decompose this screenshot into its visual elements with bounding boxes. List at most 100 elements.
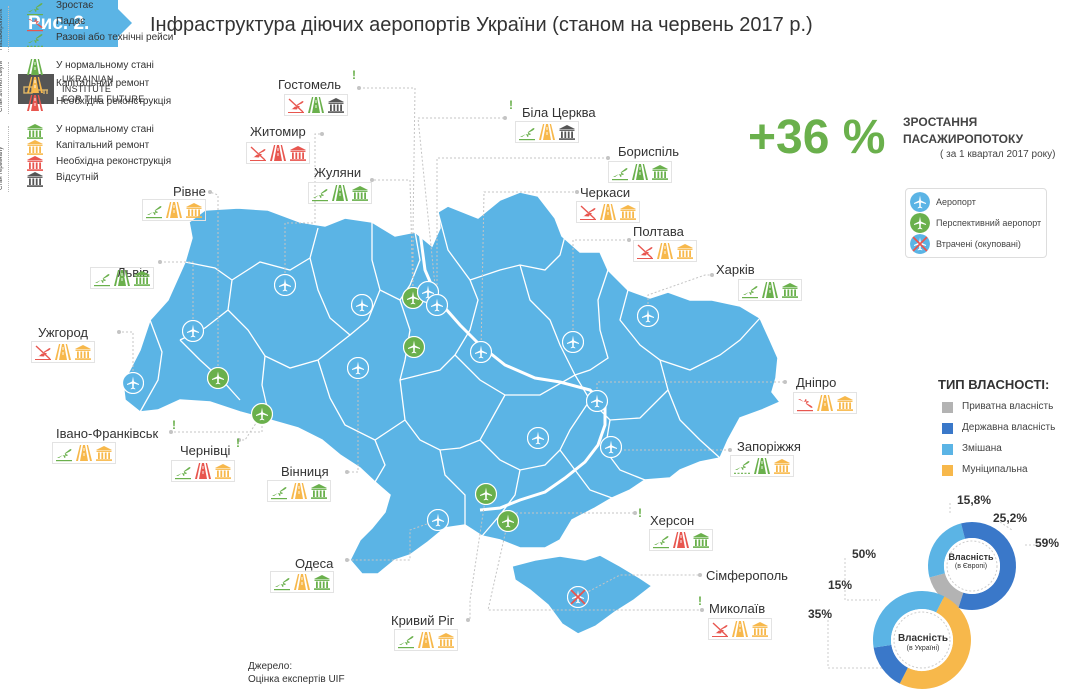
leader-line [209,191,219,378]
lost-airport-icon [566,585,590,609]
terminal-green-icon [692,531,710,549]
prospective-flag-icon: ! [236,436,240,450]
ukraine-state-pct: 15% [828,578,853,592]
plane-down-icon [796,394,814,412]
runway-green-icon [113,269,131,287]
terminal-yellow-icon [185,201,203,219]
group-divider [8,126,9,192]
legend-item-label: Капітальний ремонт [56,140,150,151]
icon-row-frame [267,480,331,502]
city-label: Вінниця [281,464,329,479]
europe-donut-inner-ring [946,540,998,592]
leader-line [647,274,712,316]
runway-red-icon [672,531,690,549]
plane-up-icon [397,631,415,649]
runway-yellow-icon [26,76,43,93]
plane-lost-icon [579,203,597,221]
europe-donut-hole [944,538,1000,594]
icon-row-frame [270,571,334,593]
europe-donut-label: Власність (в Європі) [942,552,1000,572]
city-label: Кривий Ріг [391,613,455,628]
terminal-red-icon [289,144,307,162]
prospective-flag-icon: ! [172,418,176,432]
runway-yellow-icon [54,343,72,361]
terminal-yellow-icon [437,631,455,649]
leader-dot [606,156,610,160]
city-label: Ужгород [38,325,88,340]
prospective-flag-icon: ! [509,98,513,112]
plane-once-icon [26,30,43,47]
terminal-dark-icon [327,96,345,114]
prospective-airport-icon [496,509,520,533]
leader-dot [169,430,173,434]
ownership-title: ТИП ВЛАСНОСТІ: [938,377,1050,392]
icon-row-frame [730,455,794,477]
logo-line: Ukrainian [62,74,114,84]
leader-dot [728,448,732,452]
terminal-yellow-icon [751,620,769,638]
runway-yellow-icon [538,123,556,141]
source: Джерело: Оцінка експертів UIF [248,660,345,686]
leader-dot [700,608,704,612]
ukraine-donut-slice [873,644,909,684]
terminal-yellow-icon [214,462,232,480]
terminal-yellow-icon [619,203,637,221]
runway-yellow-icon [293,573,311,591]
leader-line [160,261,194,331]
ukraine-donut-inner-ring [893,611,951,669]
leader-dot [575,190,579,194]
group-divider [8,6,9,52]
plane-down-icon [26,14,43,32]
runway-green-icon [753,457,771,475]
city-label: Рівне [173,184,206,199]
prospective-flag-icon: ! [698,594,702,608]
prospective-airport-icon [402,335,426,359]
private-swatch [942,402,953,413]
growth-value: +36 % [748,111,886,164]
leader-dot [503,116,507,120]
airport-icon [469,340,493,364]
city-label: Гостомель [278,77,342,92]
ukraine-donut-label: Власність (в Україні) [892,634,954,654]
plane-up-icon [273,573,291,591]
runway-green-icon [761,281,779,299]
city-label: Сімферополь [706,568,788,583]
leader-dot [370,178,374,182]
leader-line [480,191,577,353]
logo-line: Institute [62,84,112,94]
plane-up-icon [270,482,288,500]
leader-dot [698,573,702,577]
city-label: Житомир [250,124,306,139]
runway-yellow-icon [75,444,93,462]
legend-item-label: Необхідна реконструкція [56,96,172,107]
airport-icon [350,293,374,317]
plane-up-icon [55,444,73,462]
leader-line [572,239,629,342]
ukraine-donut-slice [873,591,945,648]
figure-tag: Рис. 2. [0,0,132,47]
leader-line [284,133,322,285]
runway-yellow-icon [290,482,308,500]
terminal-dark-icon [558,123,576,141]
icon-row-frame [576,201,640,223]
donut-connector [999,521,1013,531]
legend-airport-label: Аеропорт [936,197,976,207]
legend-item-label: У нормальному стані [56,124,154,135]
passenger_flow-group-label: Пасажиропотік [0,8,4,50]
europe-donut-slice [958,522,1016,610]
plane-lost-icon [711,620,729,638]
prospective-flag-icon: ! [352,68,356,82]
prospective-airport-icon [910,213,930,233]
city-label: Дніпро [796,375,837,390]
city-label: Черкаси [580,185,631,200]
logo-line: for the Future [62,94,145,104]
leader-dot [208,190,212,194]
runway-green-icon [631,163,649,181]
legend-item-label: Відсутній [56,172,99,183]
uif-logo-text: Ukrainian Institute for the Future [62,74,145,104]
plane-up-icon [174,462,192,480]
city-label: Біла Церква [522,105,596,120]
europe-donut-slice [928,523,966,578]
terminal-red-icon [26,154,43,171]
ukraine-municipal-pct: 50% [852,547,877,561]
